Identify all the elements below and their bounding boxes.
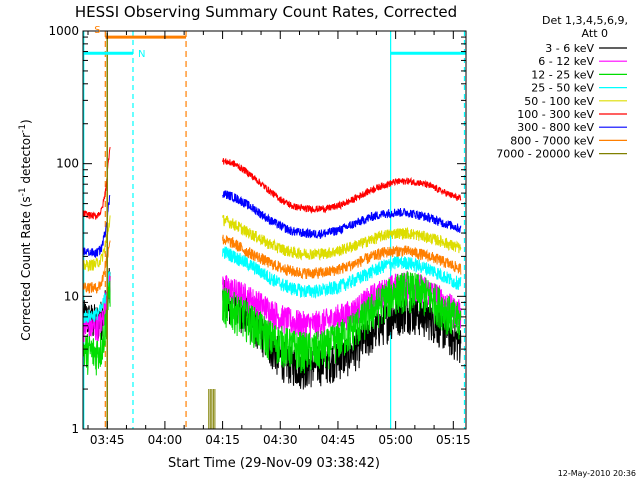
x-tick-label: 04:45 xyxy=(321,433,356,447)
legend-entry-label: 100 - 300 keV xyxy=(517,108,594,121)
x-tick-label: 03:45 xyxy=(90,433,125,447)
x-tick-label: 04:00 xyxy=(148,433,183,447)
series-line-4-after xyxy=(222,214,462,261)
y-tick-label: 10 xyxy=(64,289,79,303)
chart-title: HESSI Observing Summary Count Rates, Cor… xyxy=(75,3,457,21)
legend-entry-label: 800 - 7000 keV xyxy=(510,134,594,147)
y-tick-label: 1 xyxy=(71,422,79,436)
legend-header-attenuator: Att 0 xyxy=(582,27,608,40)
series-line-6-before xyxy=(83,195,111,258)
x-tick-label: 05:15 xyxy=(436,433,471,447)
legend-entry-label: 300 - 800 keV xyxy=(517,121,594,134)
legend-entry-label: 3 - 6 keV xyxy=(545,42,594,55)
y-tick-label: 100 xyxy=(56,157,79,171)
legend-entry-label: 6 - 12 keV xyxy=(538,55,594,68)
legend-header-detectors: Det 1,3,4,5,6,9, xyxy=(542,14,628,27)
series-line-3-before xyxy=(83,271,111,324)
saa-label: S xyxy=(94,25,100,36)
series-line-2-after xyxy=(222,270,462,374)
series-line-5-before xyxy=(83,147,111,220)
series-line-2-before xyxy=(83,280,111,376)
y-axis-label: Corrected Count Rate (s-1 detector-1) xyxy=(18,119,33,340)
plot-frame xyxy=(82,30,467,430)
series-line-3-after xyxy=(222,246,462,299)
x-tick-label: 04:15 xyxy=(205,433,240,447)
series-line-6-after xyxy=(222,190,462,239)
date-stamp: 12-May-2010 20:36 xyxy=(558,469,636,478)
series-line-5-after xyxy=(222,158,462,215)
series-line-7-before xyxy=(83,240,111,294)
legend-entry-label: 50 - 100 keV xyxy=(524,95,594,108)
x-tick-label: 04:30 xyxy=(263,433,298,447)
series-line-4-before xyxy=(83,215,111,272)
x-tick-label: 05:00 xyxy=(378,433,413,447)
legend-entry-label: 12 - 25 keV xyxy=(531,68,594,81)
legend-entry-label: 7000 - 20000 keV xyxy=(496,148,594,161)
y-tick-label: 1000 xyxy=(48,24,79,38)
legend-entry-label: 25 - 50 keV xyxy=(531,82,594,95)
series-line-0-after xyxy=(222,279,462,390)
x-axis-label: Start Time (29-Nov-09 03:38:42) xyxy=(168,456,380,471)
x-axis: 03:45 04:00 04:15 04:30 04:45 05:00 05:15 xyxy=(87,31,471,447)
y-axis: 1 10 100 1000 xyxy=(48,24,466,436)
night-label: N xyxy=(138,49,145,60)
series-line-7-after xyxy=(222,234,462,280)
